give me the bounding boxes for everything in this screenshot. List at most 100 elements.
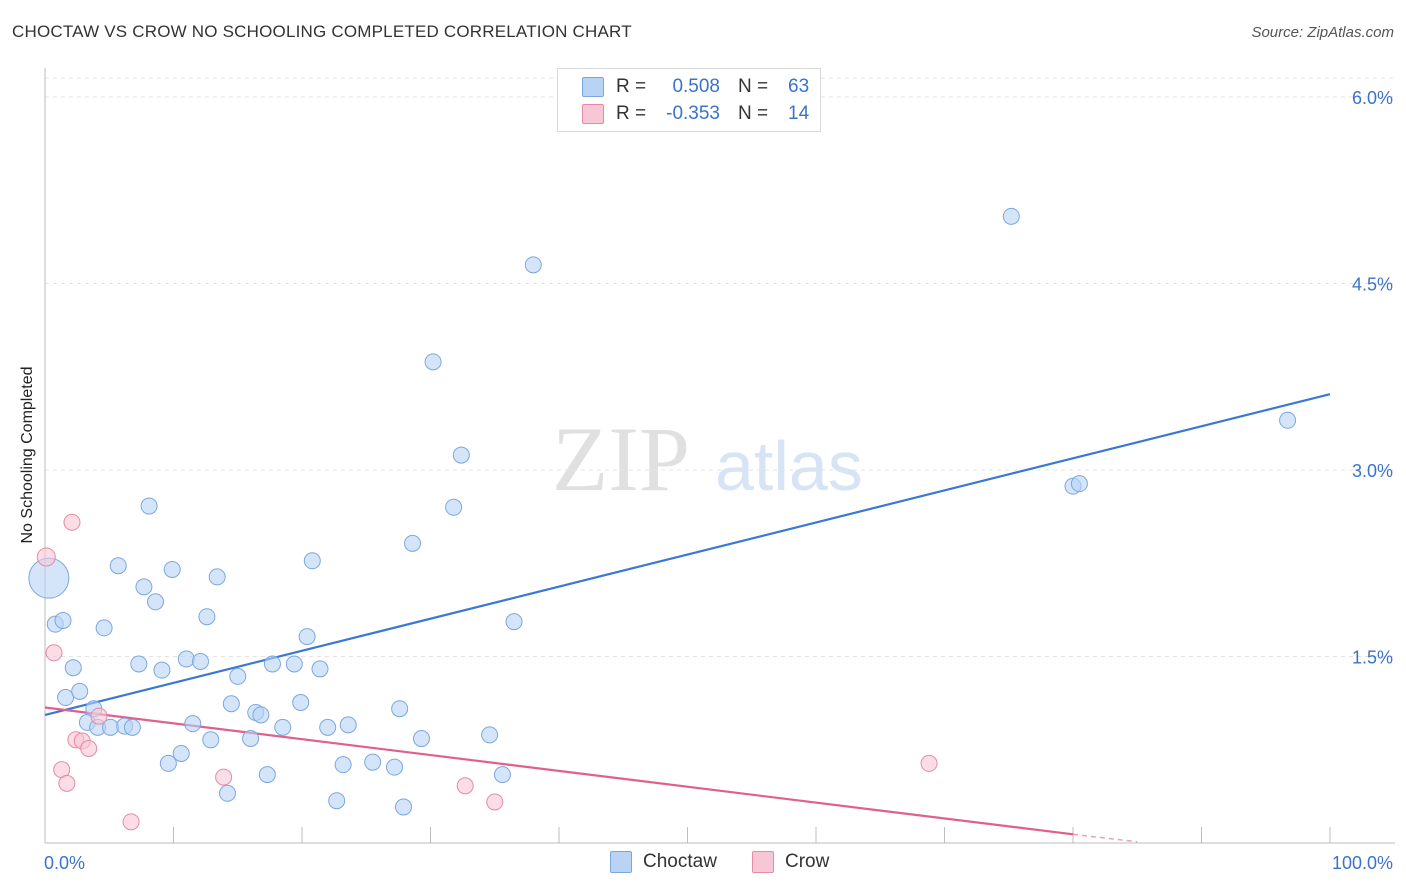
choctaw-point-23: [184, 715, 202, 733]
choctaw-point-50: [404, 534, 422, 552]
choctaw-point-58: [524, 256, 542, 274]
choctaw-point-25: [198, 608, 216, 626]
choctaw-point-21: [172, 744, 190, 762]
n-label: N =: [738, 103, 769, 124]
choctaw-point-48: [391, 700, 409, 718]
crow-trend-line: [44, 706, 1074, 836]
data-points: [28, 207, 1297, 831]
choctaw-point-5: [71, 682, 89, 700]
choctaw-point-34: [258, 766, 276, 784]
legend-item-choctaw: Choctaw: [610, 851, 717, 873]
crow-point-4: [63, 513, 81, 531]
chart-title: CHOCTAW VS CROW NO SCHOOLING COMPLETED C…: [12, 22, 632, 41]
choctaw-point-20: [163, 560, 181, 578]
choctaw-point-33: [252, 706, 270, 724]
choctaw-point-14: [130, 655, 148, 673]
x-tick-label-0: 0.0%: [44, 853, 85, 873]
choctaw-point-45: [339, 716, 357, 734]
r-value: -0.353: [666, 103, 720, 124]
choctaw-point-61: [1070, 475, 1088, 493]
choctaw-point-53: [445, 498, 463, 516]
legend-item-crow: Crow: [752, 851, 829, 873]
choctaw-point-51: [413, 730, 431, 748]
trend-lines: [44, 393, 1331, 843]
choctaw-legend-swatch: [610, 851, 632, 873]
choctaw-point-13: [123, 718, 141, 736]
choctaw-point-31: [242, 730, 260, 748]
choctaw-point-56: [493, 766, 511, 784]
choctaw-swatch: [582, 77, 604, 97]
chart-source: Source: ZipAtlas.com: [1251, 24, 1394, 41]
choctaw-point-42: [319, 718, 337, 736]
crow-legend-swatch: [752, 851, 774, 873]
choctaw-point-47: [386, 758, 404, 776]
choctaw-point-46: [364, 753, 382, 771]
choctaw-point-38: [292, 694, 310, 712]
choctaw-point-3: [57, 689, 75, 707]
choctaw-point-62: [1279, 411, 1297, 429]
n-value: 63: [788, 76, 810, 97]
choctaw-point-59: [1002, 207, 1020, 225]
choctaw-point-24: [191, 652, 209, 670]
choctaw-point-40: [303, 552, 321, 570]
choctaw-point-15: [135, 578, 153, 596]
watermark-zip: ZIP: [552, 408, 690, 510]
choctaw-point-4: [64, 659, 82, 677]
crow-point-12: [486, 793, 504, 811]
choctaw-point-16: [140, 497, 158, 515]
choctaw-point-41: [311, 660, 329, 678]
choctaw-point-44: [334, 756, 352, 774]
choctaw-point-17: [147, 593, 165, 611]
r-value: 0.508: [672, 76, 720, 97]
grid-lines: [45, 77, 1395, 657]
choctaw-point-2: [54, 611, 72, 629]
choctaw-point-29: [222, 695, 240, 713]
choctaw-point-19: [159, 754, 177, 772]
crow-point-0: [36, 547, 56, 567]
tick-labels: 1.5% 3.0% 4.5% 6.0% 0.0% 100.0%: [44, 88, 1393, 873]
crow-point-1: [45, 644, 63, 662]
n-label: N =: [738, 76, 769, 97]
crow-trend-extension: [1072, 833, 1138, 843]
choctaw-point-9: [95, 619, 113, 637]
crow-point-13: [920, 754, 938, 772]
crow-point-9: [122, 813, 140, 831]
y-tick-label-0: 1.5%: [1352, 648, 1393, 668]
choctaw-point-36: [274, 718, 292, 736]
choctaw-point-22: [177, 650, 195, 668]
legend-label-crow: Crow: [785, 851, 830, 872]
crow-point-8: [90, 707, 108, 725]
choctaw-point-18: [153, 661, 171, 679]
y-tick-label-3: 6.0%: [1352, 88, 1393, 108]
choctaw-point-49: [395, 798, 413, 816]
r-label: R =: [616, 103, 647, 124]
choctaw-point-35: [263, 655, 281, 673]
crow-point-3: [58, 774, 76, 792]
watermark-atlas: atlas: [715, 427, 863, 505]
choctaw-point-27: [208, 568, 226, 586]
axes: [44, 68, 1395, 844]
y-tick-label-1: 3.0%: [1352, 461, 1393, 481]
choctaw-point-55: [481, 726, 499, 744]
choctaw-trend-line: [44, 393, 1331, 717]
choctaw-point-30: [229, 667, 247, 685]
choctaw-point-57: [505, 613, 523, 631]
choctaw-point-26: [202, 731, 220, 749]
choctaw-point-39: [298, 628, 316, 646]
crow-point-11: [456, 777, 474, 795]
series-legend: Choctaw Crow: [0, 851, 1406, 877]
r-label: R =: [616, 76, 647, 97]
stats-legend-row-crow: R = -0.353 N = 14: [582, 102, 809, 126]
n-value: 14: [788, 103, 810, 124]
choctaw-point-11: [109, 557, 127, 575]
choctaw-point-54: [452, 446, 470, 464]
legend-label-choctaw: Choctaw: [643, 851, 717, 872]
choctaw-point-28: [218, 784, 236, 802]
crow-point-7: [80, 740, 98, 758]
y-tick-label-2: 4.5%: [1352, 275, 1393, 295]
choctaw-point-52: [424, 353, 442, 371]
x-tick-label-1: 100.0%: [1332, 853, 1393, 873]
choctaw-point-43: [328, 792, 346, 810]
stats-legend-row-choctaw: R = 0.508 N = 63: [582, 75, 809, 99]
